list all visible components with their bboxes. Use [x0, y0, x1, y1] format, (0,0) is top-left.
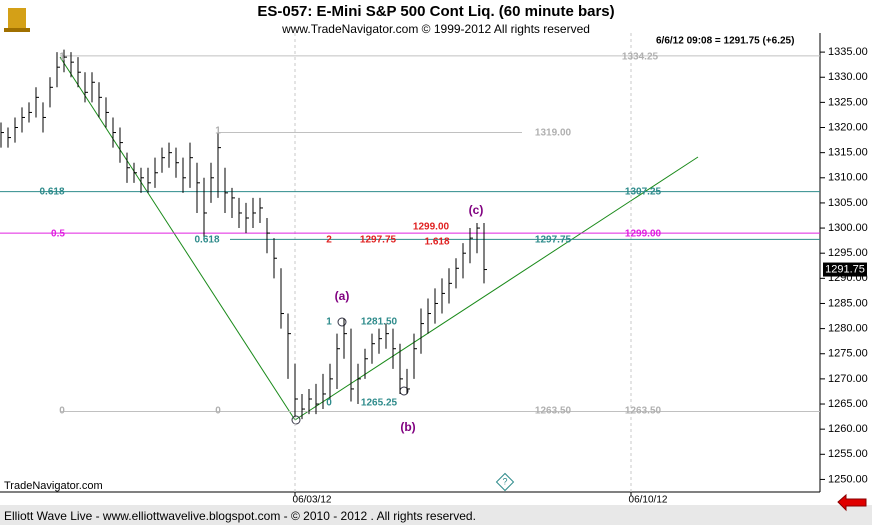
- annotation: 1299.00: [413, 222, 450, 233]
- annotation: 1: [215, 126, 221, 137]
- annotation: 1299.00: [625, 229, 662, 240]
- nav-arrow[interactable]: [837, 493, 867, 512]
- annotation: 1281.50: [361, 317, 398, 328]
- chart-subtitle: www.TradeNavigator.com © 1999-2012 All r…: [281, 22, 590, 36]
- chart-title: ES-057: E-Mini S&P 500 Cont Liq. (60 min…: [257, 3, 614, 20]
- annotation: 0: [215, 406, 221, 417]
- footer-bar: [0, 505, 872, 525]
- annotation: 2: [326, 235, 332, 246]
- annotation: (c): [469, 203, 484, 217]
- y-tick-label: 1295.00: [828, 247, 868, 259]
- source: TradeNavigator.com: [4, 480, 103, 492]
- annotation: 0: [59, 406, 65, 417]
- annotation: (b): [400, 420, 415, 434]
- help-icon[interactable]: ?: [495, 472, 515, 492]
- y-tick-label: 1325.00: [828, 96, 868, 108]
- annotation: 1: [326, 317, 332, 328]
- y-tick-label: 1260.00: [828, 423, 868, 435]
- y-tick-label: 1335.00: [828, 46, 868, 58]
- y-tick-label: 1285.00: [828, 297, 868, 309]
- annotation: 1263.50: [625, 406, 662, 417]
- annotation: 1: [59, 52, 65, 63]
- x-tick-label: 06/03/12: [293, 495, 332, 506]
- last-price-box: [823, 262, 867, 277]
- annotation: 1297.75: [360, 235, 397, 246]
- annotation: 1307.25: [625, 187, 662, 198]
- y-tick-label: 1275.00: [828, 348, 868, 360]
- y-tick-label: 1255.00: [828, 448, 868, 460]
- y-tick-label: 1280.00: [828, 323, 868, 335]
- x-tick-label: 06/10/12: [629, 495, 668, 506]
- y-tick-label: 1315.00: [828, 147, 868, 159]
- footer: Elliott Wave Live - www.elliottwavelive.…: [4, 509, 476, 523]
- info-text: 6/6/12 09:08 = 1291.75 (+6.25): [656, 36, 794, 47]
- svg-text:?: ?: [502, 476, 507, 486]
- logo: [4, 8, 30, 32]
- y-tick-label: 1305.00: [828, 197, 868, 209]
- annotation: 1.618: [424, 237, 449, 248]
- annotation: 0.618: [194, 235, 219, 246]
- y-tick-label: 1310.00: [828, 172, 868, 184]
- annotation: 1297.75: [535, 235, 572, 246]
- annotation: 1263.50: [535, 406, 572, 417]
- annotation: 1265.25: [361, 398, 398, 409]
- annotation: 0.5: [51, 229, 65, 240]
- y-tick-label: 1300.00: [828, 222, 868, 234]
- annotation: 0.618: [39, 187, 64, 198]
- annotation: (a): [335, 289, 350, 303]
- annotation: 0: [326, 398, 332, 409]
- annotation: 1319.00: [535, 128, 572, 139]
- y-tick-label: 1250.00: [828, 473, 868, 485]
- y-tick-label: 1320.00: [828, 121, 868, 133]
- y-tick-label: 1265.00: [828, 398, 868, 410]
- annotation: 1334.25: [622, 52, 659, 63]
- trend-line: [59, 56, 296, 421]
- y-tick-label: 1330.00: [828, 71, 868, 83]
- last-price-label: 1291.75: [825, 263, 865, 275]
- trend-line: [294, 156, 699, 421]
- pivot-markers: [291, 317, 409, 425]
- y-tick-label: 1270.00: [828, 373, 868, 385]
